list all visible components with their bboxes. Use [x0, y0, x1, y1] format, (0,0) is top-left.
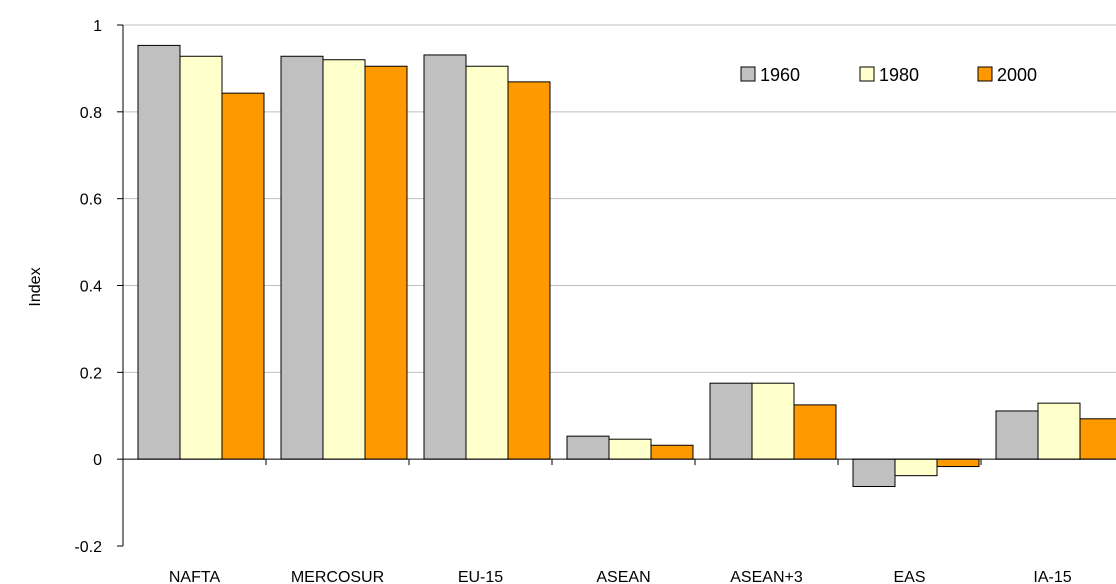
axes	[117, 24, 1116, 547]
y-tick-label: -0.2	[74, 539, 102, 556]
x-tick-label: IA-15	[1033, 569, 1071, 584]
y-tick-label: 0	[93, 452, 102, 469]
bar-2000-eas	[936, 458, 980, 468]
y-tick-label: 1	[93, 18, 102, 35]
x-tick-label: EU-15	[458, 569, 503, 584]
bar-1980-nafta	[179, 55, 223, 460]
x-tick-label: NAFTA	[169, 569, 221, 584]
bar-1960-nafta	[137, 44, 181, 460]
gridlines	[123, 24, 1116, 373]
bar-1980-eu-15	[465, 65, 509, 460]
legend-swatch-1980	[859, 66, 875, 82]
y-tick-label: 0.6	[80, 192, 102, 209]
legend-swatch-2000	[977, 66, 993, 82]
x-tick-label: ASEAN	[596, 569, 650, 584]
bars	[137, 44, 1116, 488]
bar-1960-eu-15	[423, 54, 467, 460]
legend-label-1960: 1960	[760, 65, 800, 85]
x-tick-label: MERCOSUR	[291, 569, 384, 584]
x-tick-labels: NAFTA MERCOSUR EU-15 ASEAN ASEAN+3 EAS IA-15	[169, 569, 1072, 584]
bar-2000-eu-15	[507, 81, 551, 460]
bar-2000-nafta	[221, 92, 265, 460]
y-tick-label: 0.8	[80, 105, 102, 122]
bar-1980-asean-3	[751, 382, 795, 460]
bar-1980-ia-15	[1037, 402, 1081, 460]
bar-2000-ia-15	[1079, 418, 1116, 460]
bar-1960-asean	[566, 435, 610, 460]
legend: 1960 1980 2000	[740, 65, 1037, 85]
legend-label-2000: 2000	[997, 65, 1037, 85]
legend-swatch-1960	[740, 66, 756, 82]
bar-1960-ia-15	[995, 410, 1039, 460]
bar-1960-mercosur	[280, 55, 324, 460]
bar-1980-eas	[894, 458, 938, 477]
x-tick-label: ASEAN+3	[730, 569, 803, 584]
bar-1980-asean	[608, 438, 652, 460]
legend-label-1980: 1980	[879, 65, 919, 85]
bar-1980-mercosur	[322, 59, 366, 460]
bar-2000-mercosur	[364, 65, 408, 460]
bar-1960-eas	[852, 458, 896, 488]
y-tick-label: 0.2	[80, 365, 102, 382]
y-axis-title: Index	[27, 267, 44, 306]
bar-2000-asean	[650, 444, 694, 460]
bar-2000-asean-3	[793, 404, 837, 460]
y-tick-label: 0.4	[80, 279, 102, 296]
y-tick-labels: 1 0.8 0.6 0.4 0.2 0 -0.2	[74, 18, 102, 556]
bar-1960-asean-3	[709, 382, 753, 460]
x-tick-label: EAS	[893, 569, 925, 584]
